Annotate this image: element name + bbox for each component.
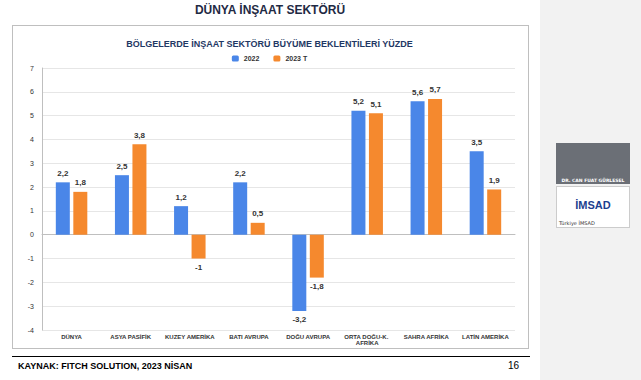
svg-text:3,8: 3,8 bbox=[134, 131, 146, 140]
svg-text:2,2: 2,2 bbox=[235, 169, 247, 178]
svg-text:2,2: 2,2 bbox=[57, 169, 69, 178]
svg-text:-4: -4 bbox=[28, 327, 34, 334]
svg-text:SAHRA AFRİKA: SAHRA AFRİKA bbox=[404, 334, 450, 340]
svg-text:BATI AVRUPA: BATI AVRUPA bbox=[229, 334, 269, 340]
svg-text:BÖLGELERDE İNŞAAT SEKTÖRÜ BÜYÜ: BÖLGELERDE İNŞAAT SEKTÖRÜ BÜYÜME BEKLENT… bbox=[126, 39, 413, 49]
svg-text:5,2: 5,2 bbox=[353, 97, 365, 106]
html-text:İMSAD: İMSAD bbox=[575, 199, 611, 211]
svg-text:2,5: 2,5 bbox=[116, 162, 128, 171]
html-text:16: 16 bbox=[508, 360, 520, 371]
svg-text:5,7: 5,7 bbox=[430, 85, 442, 94]
svg-text:LATİN AMERİKA: LATİN AMERİKA bbox=[462, 334, 509, 340]
svg-text:1,9: 1,9 bbox=[489, 176, 501, 185]
svg-text:0: 0 bbox=[30, 231, 34, 238]
svg-text:0,5: 0,5 bbox=[252, 209, 264, 218]
svg-text:5: 5 bbox=[30, 112, 34, 119]
svg-text:5,6: 5,6 bbox=[412, 88, 424, 97]
svg-text:2: 2 bbox=[30, 184, 34, 191]
svg-text:3,5: 3,5 bbox=[471, 138, 483, 147]
svg-text:-1: -1 bbox=[195, 263, 203, 272]
svg-text:7: 7 bbox=[30, 65, 34, 72]
svg-text:2023 T: 2023 T bbox=[285, 55, 308, 62]
svg-text:-2: -2 bbox=[28, 279, 34, 286]
html-text:DR. CAN FUAT GÜRLESEL: DR. CAN FUAT GÜRLESEL bbox=[561, 178, 625, 183]
svg-text:-3: -3 bbox=[28, 303, 34, 310]
svg-text:5,1: 5,1 bbox=[370, 100, 382, 109]
svg-text:DOĞU AVRUPA: DOĞU AVRUPA bbox=[286, 333, 331, 340]
svg-text:3: 3 bbox=[30, 160, 34, 167]
svg-text:AFRİKA: AFRİKA bbox=[356, 340, 379, 346]
svg-text:6: 6 bbox=[30, 88, 34, 95]
svg-text:4: 4 bbox=[30, 136, 34, 143]
svg-text:-3,2: -3,2 bbox=[292, 315, 306, 324]
svg-text:-1,8: -1,8 bbox=[310, 282, 324, 291]
svg-text:1,8: 1,8 bbox=[75, 178, 87, 187]
svg-text:1: 1 bbox=[30, 207, 34, 214]
svg-text:ORTA DOĞU-K.: ORTA DOĞU-K. bbox=[344, 333, 390, 340]
html-text:Türkiye İMSAD: Türkiye İMSAD bbox=[559, 220, 595, 226]
svg-text:KUZEY AMERİKA: KUZEY AMERİKA bbox=[165, 334, 215, 340]
svg-text:2022: 2022 bbox=[244, 55, 260, 62]
html-text:DÜNYA İNŞAAT SEKTÖRÜ: DÜNYA İNŞAAT SEKTÖRÜ bbox=[194, 3, 346, 17]
svg-text:DÜNYA: DÜNYA bbox=[61, 334, 82, 340]
svg-text:ASYA PASİFİK: ASYA PASİFİK bbox=[110, 334, 151, 340]
svg-text:-1: -1 bbox=[28, 255, 34, 262]
svg-text:1,2: 1,2 bbox=[176, 193, 188, 202]
html-text:KAYNAK: FITCH SOLUTION, 2023 N: KAYNAK: FITCH SOLUTION, 2023 NİSAN bbox=[18, 361, 193, 371]
